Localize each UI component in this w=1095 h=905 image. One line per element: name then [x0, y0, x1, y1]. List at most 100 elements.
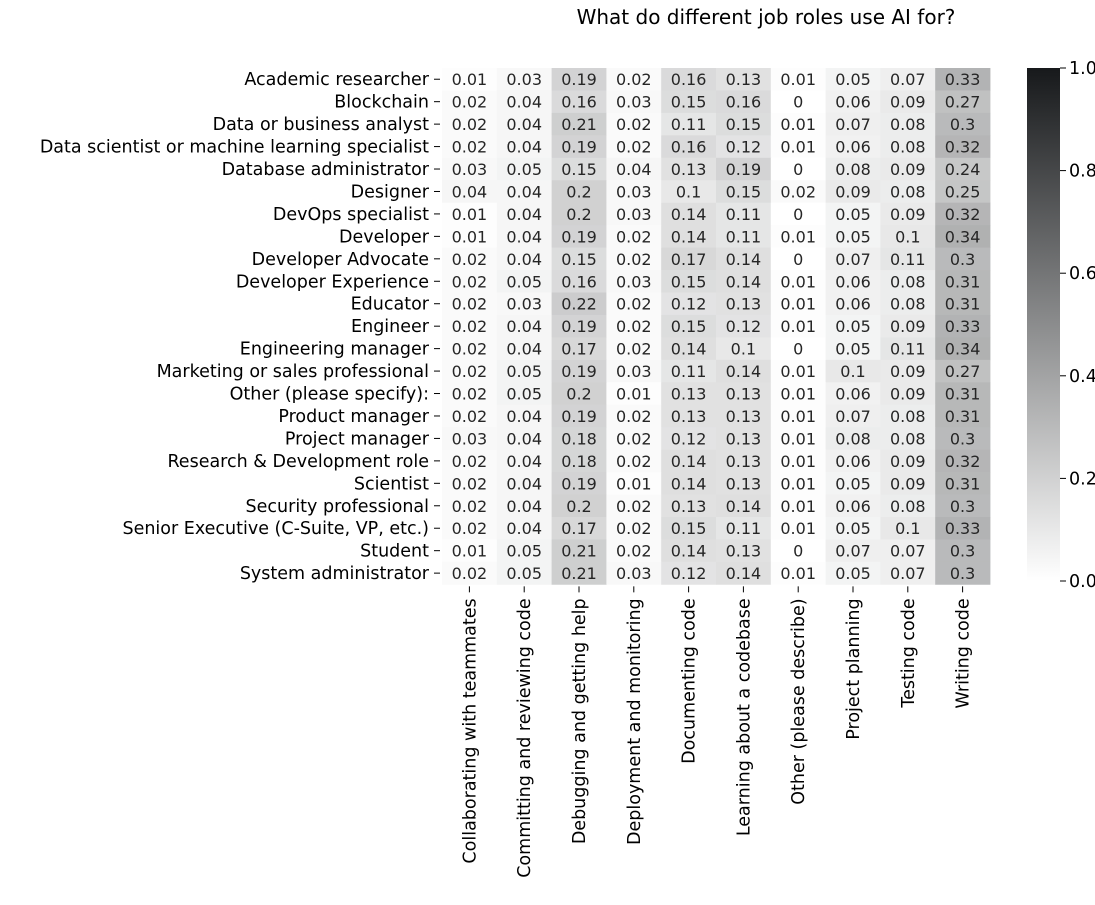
heatmap-cell: [935, 337, 991, 361]
heatmap-cell: [496, 404, 552, 428]
heatmap-cell: [935, 382, 991, 406]
heatmap-cell: [442, 225, 498, 248]
heatmap-cell: [551, 247, 607, 271]
heatmap-cell: [606, 292, 662, 316]
cell-value-label: 0.05: [506, 542, 542, 561]
cell-value-label: 0.05: [835, 474, 871, 493]
heatmap-cell: [661, 112, 717, 136]
heatmap-cell: [551, 270, 607, 293]
cell-value-label: 0.04: [506, 452, 542, 471]
cell-value-label: 0.06: [835, 272, 871, 291]
cell-value-label: 0.05: [835, 227, 871, 246]
cell-value-label: 0.04: [506, 474, 542, 493]
cell-value-label: 0.13: [726, 407, 762, 426]
cell-value-label: 0.11: [890, 340, 926, 359]
heatmap-cell: [880, 404, 936, 428]
heatmap-cell: [880, 68, 936, 91]
heatmap-cell: [606, 472, 662, 495]
cell-value-label: 0.21: [561, 115, 597, 134]
heatmap-cell: [442, 382, 498, 406]
heatmap-cell: [496, 157, 552, 181]
cell-value-label: 0.2: [566, 182, 591, 201]
cell-value-label: 0.04: [506, 429, 542, 448]
cell-value-label: 0.02: [452, 93, 488, 112]
heatmap-cell: [716, 157, 772, 181]
column-label: Collaborating with teammates: [460, 598, 480, 863]
heatmap-cell: [770, 292, 826, 316]
row-label: Educator: [351, 295, 430, 315]
heatmap-cell: [606, 449, 662, 473]
heatmap-cell: [825, 539, 881, 563]
heatmap-cell: [606, 112, 662, 136]
heatmap-cell: [716, 247, 772, 271]
colorbar-tick-label: 0.4: [1069, 367, 1095, 387]
cell-value-label: 0.04: [616, 160, 652, 179]
cell-value-label: 0.07: [835, 542, 871, 561]
heatmap-cell: [442, 494, 498, 518]
cell-value-label: 0.08: [890, 407, 926, 426]
cell-value-label: 0.09: [890, 474, 926, 493]
cell-value-label: 0.15: [671, 272, 707, 291]
cell-value-label: 0.13: [671, 160, 707, 179]
heatmap-cell: [825, 404, 881, 428]
cell-value-label: 0.05: [506, 362, 542, 381]
heatmap-cell: [606, 247, 662, 271]
heatmap-cell: [442, 337, 498, 361]
heatmap-cell: [442, 247, 498, 271]
heatmap-cell: [770, 314, 826, 338]
column-label: Project planning: [844, 598, 864, 739]
cell-value-label: 0.16: [561, 272, 597, 291]
cell-value-label: 0.14: [671, 205, 707, 224]
heatmap-cell: [496, 112, 552, 136]
column-label: Deployment and monitoring: [625, 598, 645, 845]
cell-value-label: 0.13: [726, 385, 762, 404]
heatmap-cell: [442, 180, 498, 204]
heatmap-cell: [935, 539, 991, 563]
heatmap-cell: [935, 180, 991, 204]
heatmap-cell: [606, 427, 662, 451]
cell-value-label: 0.01: [780, 452, 816, 471]
cell-value-label: 0.22: [561, 295, 597, 314]
heatmap-cell: [606, 157, 662, 181]
heatmap-cell: [551, 382, 607, 406]
heatmap-cell: [880, 90, 936, 114]
cell-value-label: 0.13: [726, 452, 762, 471]
heatmap-cell: [551, 494, 607, 518]
cell-value-label: 0.02: [452, 317, 488, 336]
heatmap-cell: [716, 359, 772, 383]
cell-value-label: 0.34: [945, 227, 981, 246]
cell-value-label: 0.04: [506, 227, 542, 246]
cell-value-label: 0.13: [671, 407, 707, 426]
heatmap-cell: [661, 359, 717, 383]
heatmap-cell: [716, 494, 772, 518]
heatmap-cell: [716, 449, 772, 473]
heatmap-cell: [825, 112, 881, 136]
cell-value-label: 0.02: [452, 115, 488, 134]
cell-value-label: 0.07: [890, 564, 926, 583]
cell-value-label: 0: [793, 160, 803, 179]
cell-value-label: 0.04: [506, 93, 542, 112]
cell-value-label: 0.2: [566, 497, 591, 516]
heatmap-cell: [661, 225, 717, 248]
heatmap-cell: [551, 135, 607, 159]
heatmap-cell: [442, 561, 498, 585]
cell-value-label: 0.02: [780, 182, 816, 201]
cell-value-label: 0.06: [835, 497, 871, 516]
heatmap-cell: [661, 180, 717, 204]
heatmap-cell: [442, 539, 498, 563]
heatmap-cell: [825, 314, 881, 338]
cell-value-label: 0.1: [895, 519, 920, 538]
heatmap-cell: [770, 539, 826, 563]
cell-value-label: 0.02: [452, 452, 488, 471]
heatmap-cell: [935, 561, 991, 585]
cell-value-label: 0.15: [726, 182, 762, 201]
cell-value-label: 0.02: [616, 138, 652, 157]
heatmap-cell: [825, 135, 881, 159]
cell-value-label: 0.3: [950, 250, 975, 269]
heatmap-cell: [606, 404, 662, 428]
heatmap-cell: [496, 68, 552, 91]
heatmap-cell: [880, 494, 936, 518]
cell-value-label: 0.01: [780, 429, 816, 448]
heatmap-cell: [606, 314, 662, 338]
